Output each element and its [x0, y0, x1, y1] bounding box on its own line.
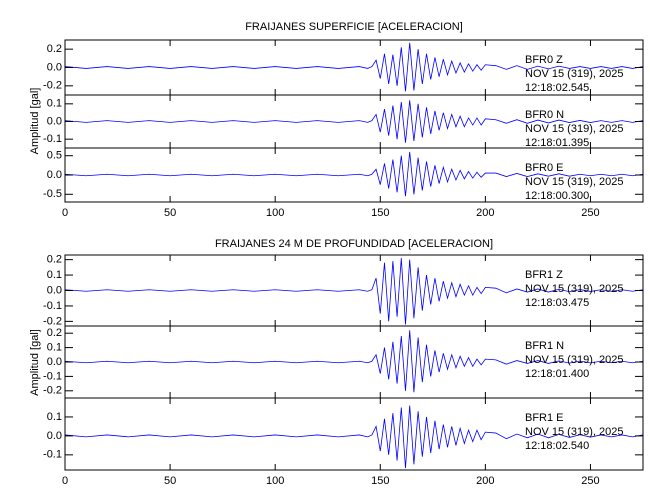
- station-label: BFR0 Z: [525, 54, 563, 66]
- waveform: [64, 100, 644, 143]
- chart-title: FRAIJANES 24 M DE PROFUNDIDAD [ACELERACI…: [215, 238, 493, 250]
- x-tick-label: 150: [371, 207, 389, 219]
- time-label: 12:18:01.400: [525, 368, 589, 380]
- station-label: BFR0 N: [525, 109, 564, 121]
- station-label: BFR1 E: [525, 412, 564, 424]
- y-tick-label: -0.1: [43, 370, 62, 382]
- waveform: [64, 258, 644, 325]
- y-tick-label: -0.2: [43, 385, 62, 397]
- date-label: NOV 15 (319), 2025: [525, 354, 623, 366]
- date-label: NOV 15 (319), 2025: [525, 123, 623, 135]
- date-label: NOV 15 (319), 2025: [525, 426, 623, 438]
- y-tick-label: 0.1: [47, 269, 62, 281]
- waveform: [64, 42, 644, 92]
- y-tick-label: 0.0: [47, 115, 62, 127]
- time-label: 12:18:02.540: [525, 440, 589, 452]
- y-axis-label: Amplitud [gal]: [29, 88, 41, 155]
- x-tick-label: 0: [62, 475, 68, 487]
- y-tick-label: 0.0: [47, 356, 62, 368]
- y-tick-label: -0.1: [43, 133, 62, 145]
- y-tick-label: 0.2: [47, 43, 62, 55]
- y-tick-label: -0.2: [43, 80, 62, 92]
- station-label: BFR1 N: [525, 340, 564, 352]
- date-label: NOV 15 (319), 2025: [525, 176, 623, 188]
- x-tick-label: 150: [371, 475, 389, 487]
- waveform: [64, 151, 644, 197]
- date-label: NOV 15 (319), 2025: [525, 283, 623, 295]
- y-tick-label: 0.0: [47, 430, 62, 442]
- panel-frame: [64, 397, 644, 471]
- y-tick-label: 0.1: [47, 98, 62, 110]
- time-label: 12:18:03.475: [525, 297, 589, 309]
- time-label: 12:18:02.545: [525, 82, 589, 94]
- y-tick-label: 0.1: [47, 342, 62, 354]
- station-label: BFR1 Z: [525, 269, 563, 281]
- x-tick-label: 250: [581, 207, 599, 219]
- x-tick-label: 200: [476, 207, 494, 219]
- y-tick-label: -0.2: [43, 315, 62, 327]
- x-tick-label: 100: [266, 207, 284, 219]
- x-tick-label: 0: [62, 207, 68, 219]
- y-tick-label: -0.1: [43, 449, 62, 461]
- y-tick-label: -0.1: [43, 300, 62, 312]
- y-axis-label: Amplitud [gal]: [29, 329, 41, 396]
- date-label: NOV 15 (319), 2025: [525, 68, 623, 80]
- time-label: 12:18:00.300: [525, 190, 589, 202]
- x-tick-label: 200: [476, 475, 494, 487]
- x-tick-label: 100: [266, 475, 284, 487]
- x-tick-label: 50: [164, 475, 176, 487]
- y-tick-label: 0.0: [47, 169, 62, 181]
- waveform: [64, 405, 644, 469]
- y-tick-label: 0.2: [47, 254, 62, 266]
- time-label: 12:18:01.395: [525, 137, 589, 149]
- y-tick-label: 0.2: [47, 327, 62, 339]
- y-tick-label: 0.1: [47, 411, 62, 423]
- y-tick-label: 0.5: [47, 150, 62, 162]
- station-label: BFR0 E: [525, 162, 564, 174]
- chart-title: FRAIJANES SUPERFICIE [ACELERACION]: [245, 21, 463, 33]
- x-tick-label: 250: [581, 475, 599, 487]
- x-tick-label: 50: [164, 207, 176, 219]
- waveform: [64, 330, 644, 393]
- y-tick-label: 0.0: [47, 284, 62, 296]
- y-tick-label: 0.0: [47, 61, 62, 73]
- y-tick-label: -0.5: [43, 188, 62, 200]
